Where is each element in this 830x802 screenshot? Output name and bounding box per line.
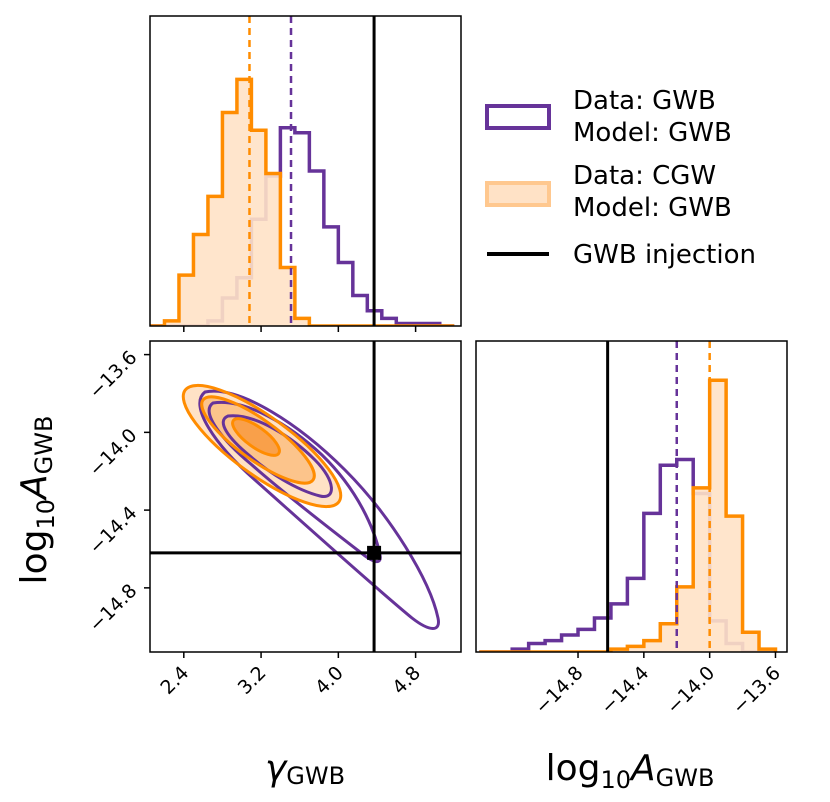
- legend-swatch-cgw: [485, 181, 551, 207]
- injection-marker: [367, 545, 382, 560]
- joint-panel-frame: 2.4 3.2 4.0 4.8 −13.6 −14.0 −14.4 −14.8: [85, 340, 462, 699]
- gwb-contour-mid: [207, 400, 382, 564]
- logA-xtick-label: −14.0: [662, 662, 719, 719]
- logA-histograms: [479, 341, 778, 652]
- joint-ytick-label: −14.0: [85, 424, 142, 481]
- legend-swatch-gwb: [485, 104, 551, 130]
- contours: [181, 383, 440, 630]
- logA-axis-label-bottom: log10AGWB: [546, 748, 715, 794]
- gamma-panel-frame: [149, 15, 462, 332]
- logA-xtick-label: −14.4: [597, 662, 654, 719]
- logA-marginal-panel: −14.8 −14.4 −14.0 −13.6: [475, 340, 788, 719]
- cgw-contour-mid: [200, 395, 316, 485]
- joint-xtick-label: 4.8: [388, 662, 425, 699]
- logA-xtick-label: −14.8: [531, 662, 588, 719]
- gamma-marginal-panel: [149, 15, 462, 332]
- legend-gwb-line2: Model: GWB: [573, 118, 732, 148]
- joint-panel: 2.4 3.2 4.0 4.8 −13.6 −14.0 −14.4 −14.8: [85, 340, 462, 699]
- joint-xtick-label: 4.0: [311, 662, 348, 699]
- legend-cgw-line2: Model: GWB: [573, 193, 732, 223]
- cgw-contour-inner: [231, 417, 281, 457]
- joint-ytick-label: −14.4: [85, 502, 142, 559]
- joint-xtick-label: 2.4: [156, 662, 193, 699]
- gamma-histograms: [150, 16, 455, 326]
- joint-ytick-label: −13.6: [85, 347, 142, 404]
- cgw-contour-outer: [181, 383, 343, 509]
- legend-injection-label: GWB injection: [573, 240, 756, 270]
- cgw-contour-fill-inner: [232, 418, 280, 456]
- legend-gwb-line1: Data: GWB: [573, 86, 716, 116]
- cgw-histogram: [479, 378, 778, 652]
- logA-xtick-label: −13.6: [728, 662, 785, 719]
- joint-ytick-label: −14.8: [85, 580, 142, 637]
- gamma-axis-label: γGWB: [265, 748, 345, 790]
- cgw-histogram: [150, 77, 455, 326]
- legend: Data: GWB Model: GWB Data: CGW Model: GW…: [485, 86, 756, 270]
- joint-xtick-label: 3.2: [234, 662, 271, 699]
- panel-border: [149, 15, 462, 327]
- panel-border: [149, 340, 462, 653]
- panel-border: [475, 340, 788, 653]
- logA-axis-label-left: log10AGWB: [14, 416, 60, 585]
- legend-cgw-line1: Data: CGW: [573, 161, 716, 191]
